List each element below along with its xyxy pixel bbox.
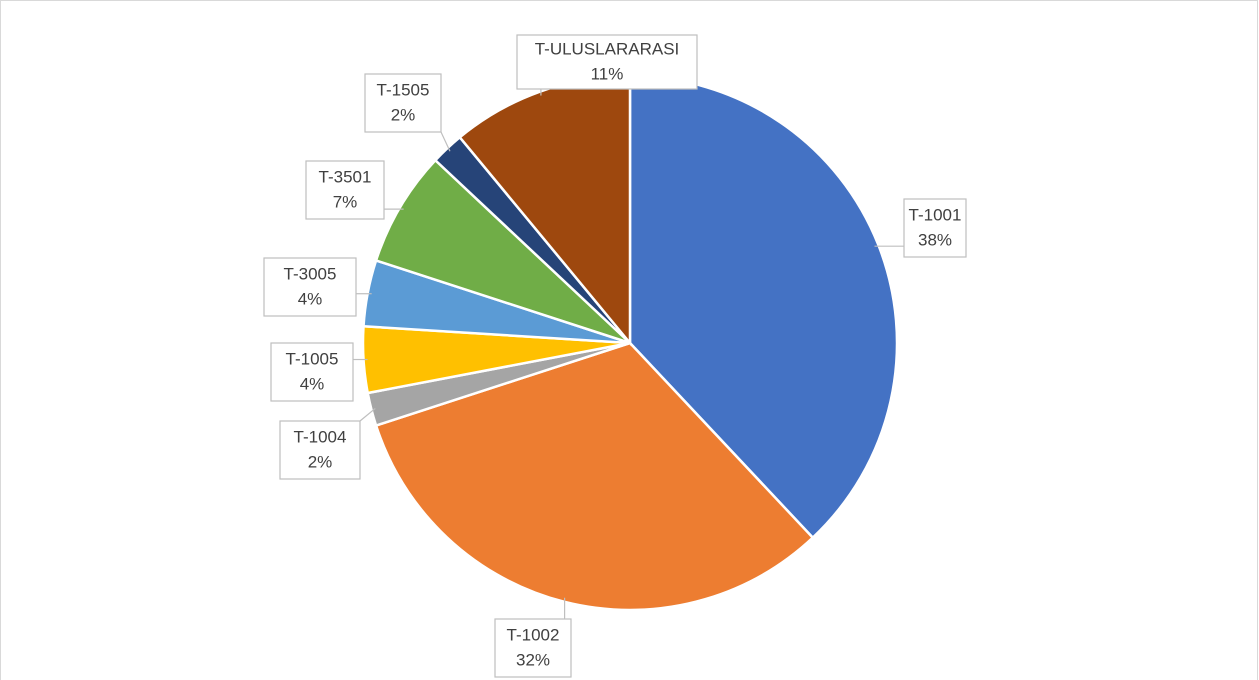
label-category: T-1004 [294,427,347,446]
label-category: T-3501 [319,167,372,186]
label-category: T-ULUSLARARASI [535,39,680,58]
label-value: 11% [591,64,624,83]
label-box [270,342,354,402]
leader-line [359,407,376,422]
label-category: T-1001 [909,205,962,224]
label-box [516,34,698,90]
pie-slice [374,158,631,345]
label-category: T-3005 [284,264,337,283]
leader-line [440,131,451,152]
label-value: 4% [298,289,323,308]
label-value: 2% [308,452,333,471]
label-category: T-1505 [377,80,430,99]
label-box [364,73,442,133]
label-value: 4% [300,374,325,393]
label-category: T-1005 [286,349,339,368]
label-value: 7% [333,192,358,211]
label-box [263,257,357,317]
pie [361,74,899,612]
label-value: 32% [516,650,550,669]
data-labels: T-1001 38% T-1002 32% T-1004 2% T-1005 4% T-3005… [263,34,967,678]
label-box [903,198,967,258]
label-box [305,160,385,220]
label-value: 38% [918,230,952,249]
label-category: T-1002 [507,625,560,644]
pie-slice [374,341,815,612]
label-box [279,420,361,480]
label-box [494,618,572,678]
label-value: 2% [391,105,416,124]
pie-slice [628,74,899,540]
